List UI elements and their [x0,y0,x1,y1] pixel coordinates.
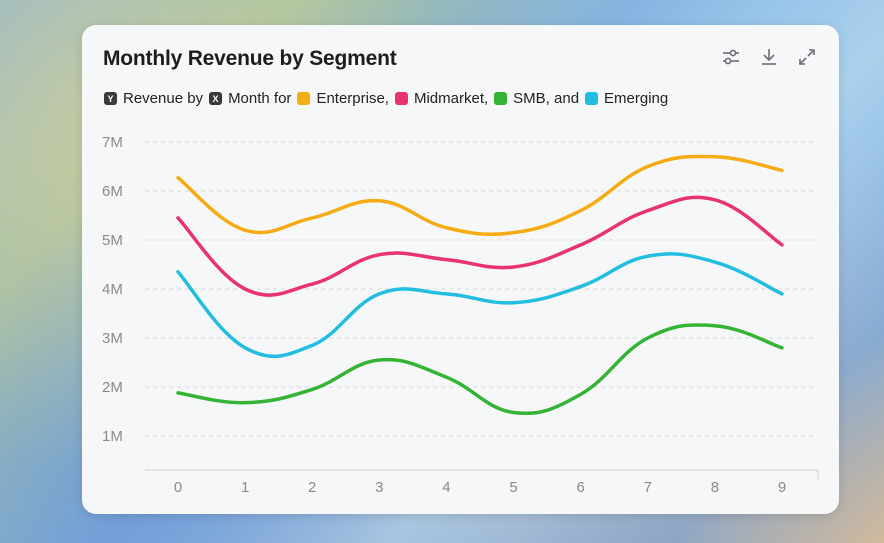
x-tick-label: 3 [375,479,383,496]
legend-item-smb[interactable]: SMB, and [494,90,579,107]
y-tick-label: 1M [102,428,123,445]
filter-button[interactable] [719,45,743,69]
legend-label: Emerging [604,90,669,107]
line-chart: 1M 2M 3M 4M 5M 6M 7M 0 1 2 3 4 5 6 7 8 9 [102,134,819,496]
x-tick-label: 6 [576,479,584,496]
x-tick-label: 2 [308,479,316,496]
legend-swatch [494,92,508,105]
expand-button[interactable] [795,45,819,69]
series-line-enterprise [176,154,784,237]
legend-label: Midmarket, [413,90,489,107]
y-axis-badge: Y [104,92,117,105]
series-line-midmarket [176,195,784,297]
legend-x-axis: X Month for [209,90,291,107]
download-icon [762,49,776,65]
y-tick-label: 2M [102,379,123,396]
y-tick-label: 4M [102,281,123,298]
chart-title: Monthly Revenue by Segment [103,47,397,70]
expand-icon [799,49,815,65]
y-tick-label: 6M [102,183,123,200]
legend-label: SMB, and [513,90,580,107]
y-tick-label: 5M [102,232,123,249]
y-axis-label: Revenue by [123,90,204,107]
x-axis-badge: X [209,92,223,105]
x-tick-label: 9 [778,479,786,496]
series-line-emerging [176,252,784,359]
legend-y-axis: Y Revenue by [104,90,203,107]
legend-swatch [394,92,408,105]
sliders-icon [723,49,739,65]
chart-toolbar [719,45,819,69]
chart-card: Monthly Revenue by Segment [82,25,839,514]
legend-item-midmarket[interactable]: Midmarket, [394,90,489,107]
x-tick-label: 4 [442,479,450,496]
y-tick-label: 3M [102,330,123,347]
x-tick-label: 0 [174,479,182,496]
x-tick-label: 7 [644,479,652,496]
series-line-smb [176,323,784,416]
legend-swatch [585,92,599,105]
legend-item-enterprise[interactable]: Enterprise, [297,90,389,107]
download-button[interactable] [757,45,781,69]
legend-item-emerging[interactable]: Emerging [585,90,668,107]
x-axis-label: Month for [228,90,292,107]
x-tick-label: 5 [509,479,517,496]
x-tick-label: 1 [241,479,249,496]
y-tick-label: 7M [102,134,123,151]
x-tick-label: 8 [711,479,719,496]
legend-swatch [297,92,311,105]
chart-legend: Y Revenue by X Month for Enterprise, Mid… [104,90,674,107]
legend-label: Enterprise, [316,90,389,107]
